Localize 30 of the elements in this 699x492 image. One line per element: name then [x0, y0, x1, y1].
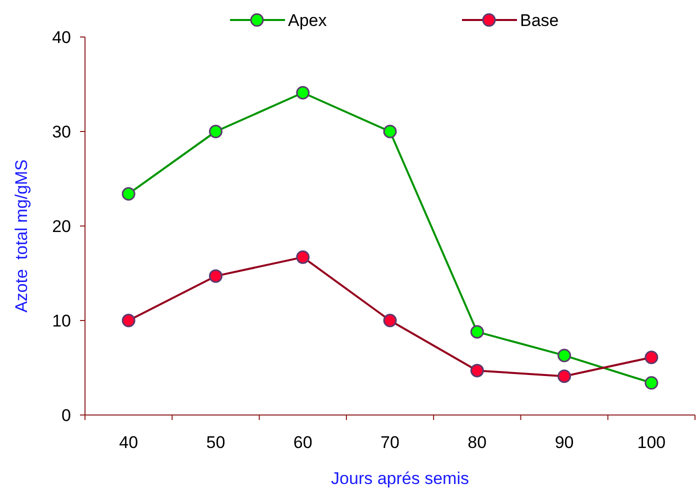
- point: [208, 269, 222, 283]
- y-tick-label: 20: [52, 216, 71, 236]
- legend-label: Base: [520, 10, 559, 30]
- point: [470, 325, 484, 339]
- x-tick-label: 60: [293, 433, 312, 452]
- y-tick-label: 40: [52, 28, 71, 47]
- point: [383, 124, 397, 138]
- x-tick-label: 40: [119, 433, 138, 452]
- point: [470, 364, 484, 378]
- y-axis-title: Azote total mg/gMS: [12, 159, 31, 313]
- point: [296, 250, 310, 264]
- y-tick-label: 0: [62, 406, 71, 425]
- point: [644, 376, 658, 390]
- point: [208, 124, 222, 138]
- x-tick-label: 70: [380, 433, 400, 452]
- point: [296, 86, 310, 100]
- x-tick-label: 90: [554, 433, 574, 452]
- legend-label: Apex: [288, 10, 328, 30]
- point: [122, 314, 136, 328]
- x-tick-label: 50: [206, 433, 226, 452]
- x-tick-label: 100: [637, 433, 666, 452]
- point: [558, 370, 572, 384]
- point: [122, 187, 136, 201]
- x-axis-title: Jours aprés semis: [331, 469, 469, 488]
- x-tick-label: 80: [468, 433, 487, 452]
- y-tick-label: 30: [52, 122, 71, 142]
- point: [644, 350, 658, 364]
- point: [383, 314, 397, 328]
- point: [558, 348, 572, 362]
- y-tick-label: 10: [52, 311, 71, 330]
